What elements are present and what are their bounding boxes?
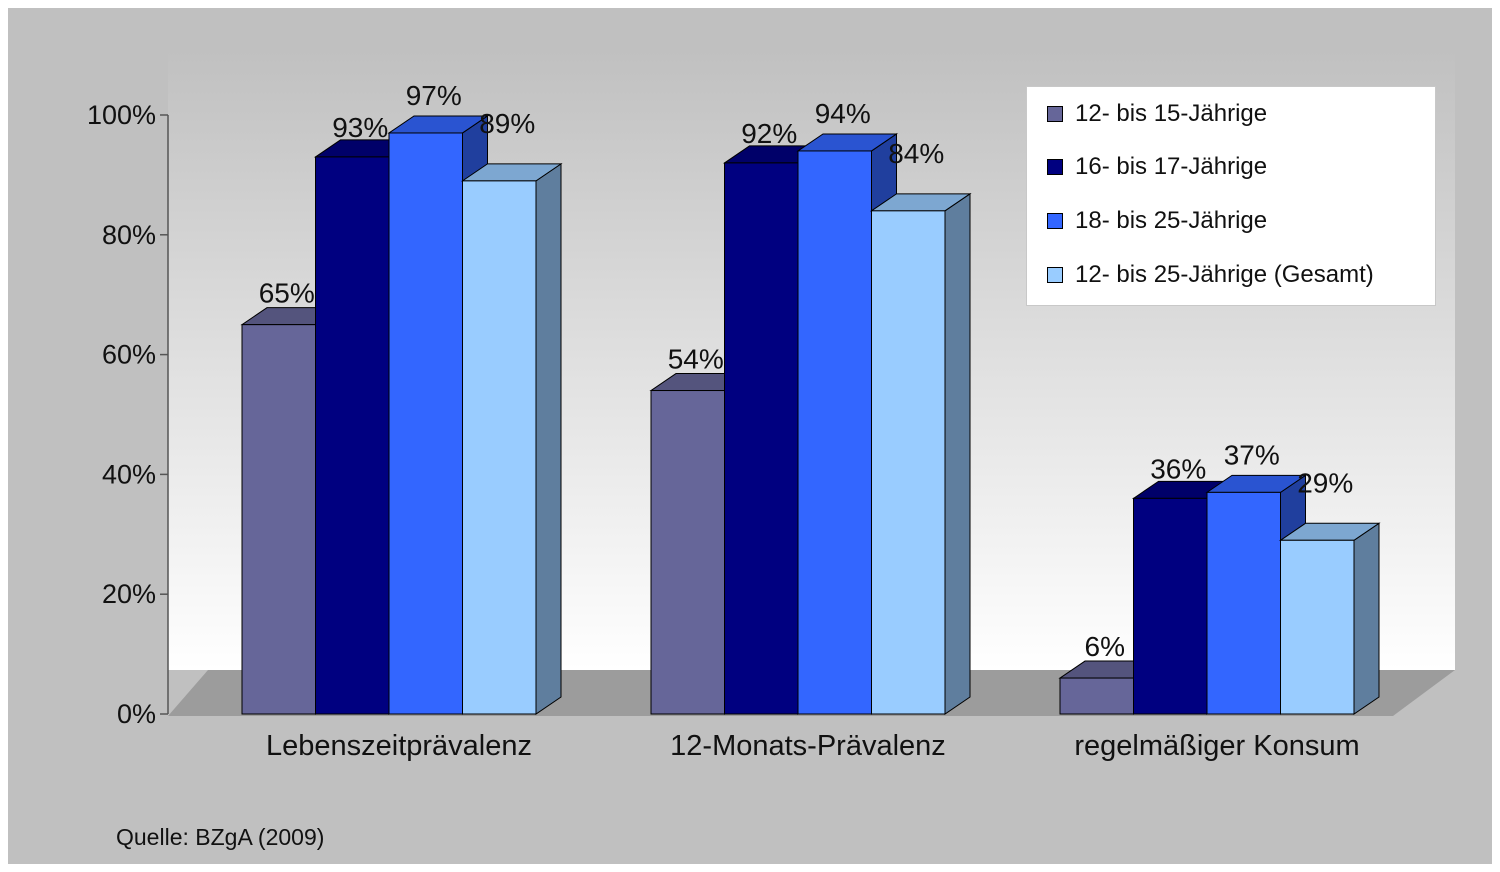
source-note: Quelle: BZgA (2009) bbox=[116, 824, 325, 850]
legend-swatch bbox=[1047, 267, 1063, 283]
bar-front bbox=[871, 210, 946, 715]
bar-front bbox=[797, 150, 872, 715]
data-label: 84% bbox=[888, 138, 944, 169]
y-tick-label: 60% bbox=[102, 340, 156, 370]
data-label: 93% bbox=[332, 112, 388, 143]
data-label: 29% bbox=[1297, 467, 1353, 498]
bar-side bbox=[944, 192, 971, 715]
legend-label: 12- bis 25-Jährige (Gesamt) bbox=[1075, 261, 1374, 288]
legend-item-12-25-total: 12- bis 25-Jährige (Gesamt) bbox=[1047, 260, 1374, 290]
bar-front bbox=[388, 132, 463, 715]
chart-area: 0% 20% 40% 60% 80% 100% Lebenszeitprävalenz 12-… bbox=[8, 8, 1492, 864]
x-category-label: regelmäßiger Konsum bbox=[1074, 730, 1359, 762]
bar-front bbox=[1133, 497, 1208, 715]
y-tick-label: 20% bbox=[102, 579, 156, 609]
data-label: 94% bbox=[815, 98, 871, 129]
legend-label: 18- bis 25-Jährige bbox=[1075, 207, 1268, 234]
y-tick-label: 80% bbox=[102, 220, 156, 250]
legend-label: 12- bis 15-Jährige bbox=[1075, 100, 1268, 127]
bar-front bbox=[462, 180, 537, 715]
data-label: 89% bbox=[479, 108, 535, 139]
data-label: 97% bbox=[406, 80, 462, 111]
bar bbox=[460, 162, 563, 715]
data-label: 92% bbox=[741, 118, 797, 149]
bar-side bbox=[1353, 522, 1380, 715]
bar-side bbox=[535, 162, 562, 715]
legend-swatch bbox=[1047, 106, 1063, 122]
legend-item-18-25: 18- bis 25-Jährige bbox=[1047, 206, 1267, 236]
y-tick-label: 0% bbox=[117, 699, 156, 729]
data-label: 6% bbox=[1085, 631, 1125, 662]
legend: 12- bis 15-Jährige 16- bis 17-Jährige 18… bbox=[1026, 86, 1436, 306]
legend-label: 16- bis 17-Jährige bbox=[1075, 153, 1268, 180]
bar bbox=[1278, 522, 1381, 715]
legend-item-16-17: 16- bis 17-Jährige bbox=[1047, 152, 1267, 182]
bar-front bbox=[1206, 491, 1281, 715]
bar-front bbox=[1059, 677, 1134, 715]
x-category-label: 12-Monats-Prävalenz bbox=[670, 730, 946, 762]
bar-front bbox=[650, 390, 725, 715]
legend-swatch bbox=[1047, 159, 1063, 175]
y-tick-label: 100% bbox=[87, 100, 156, 130]
legend-item-12-15: 12- bis 15-Jährige bbox=[1047, 99, 1267, 129]
bar bbox=[869, 192, 972, 715]
data-label: 36% bbox=[1150, 453, 1206, 484]
legend-swatch bbox=[1047, 213, 1063, 229]
x-category-label: Lebenszeitprävalenz bbox=[266, 730, 532, 762]
data-label: 54% bbox=[668, 344, 724, 375]
data-label: 65% bbox=[259, 278, 315, 309]
y-tick-label: 40% bbox=[102, 459, 156, 489]
bar-front bbox=[724, 162, 799, 715]
bar-front bbox=[1280, 539, 1355, 715]
data-label: 37% bbox=[1224, 439, 1280, 470]
bar-front bbox=[241, 324, 316, 715]
bar-front bbox=[315, 156, 390, 715]
